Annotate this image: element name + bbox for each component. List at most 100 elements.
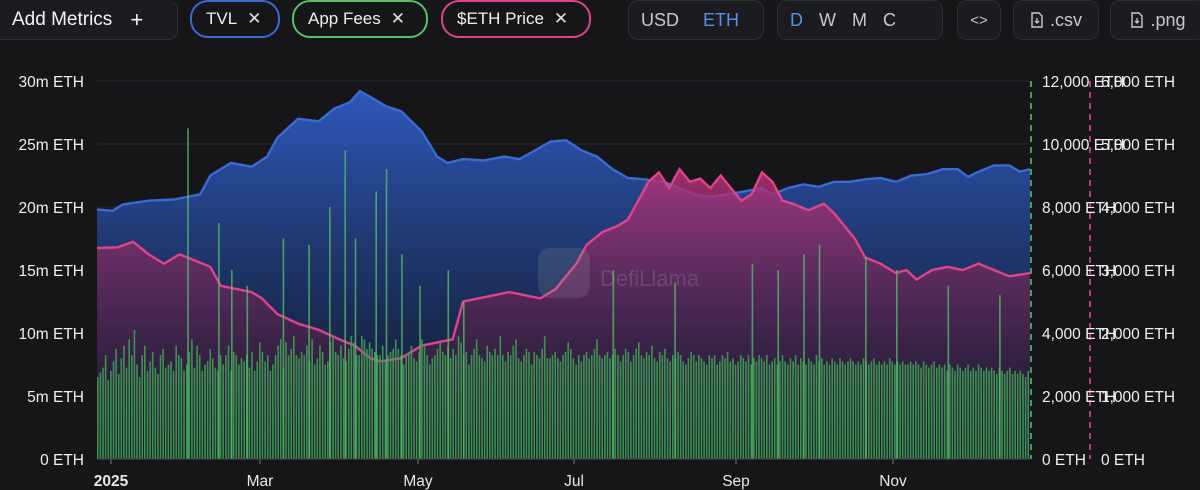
fee-bar — [133, 329, 136, 459]
add-metrics-button[interactable]: Add Metrics + — [0, 0, 178, 40]
fee-bar — [868, 364, 870, 459]
fee-bar — [977, 364, 980, 459]
currency-usd-button[interactable]: USD — [641, 9, 680, 30]
metric-pill-tvl[interactable]: TVL ✕ — [190, 0, 280, 38]
left-axis-tick: 5m ETH — [27, 389, 84, 406]
fee-bar — [643, 358, 645, 459]
fee-bar — [149, 361, 151, 459]
fee-bar — [342, 358, 345, 459]
fee-bar — [794, 355, 797, 459]
fee-bar — [803, 254, 805, 460]
fee-bar — [402, 364, 405, 459]
fee-bar — [400, 355, 402, 459]
fee-bar — [747, 355, 750, 459]
fee-bar — [588, 358, 590, 459]
fee-bar — [468, 364, 470, 459]
fee-bar — [209, 348, 212, 460]
fee-bar — [758, 355, 760, 459]
fee-bar — [784, 361, 786, 459]
fee-bar — [444, 355, 447, 459]
csv-label: .csv — [1049, 9, 1082, 30]
watermark: DefiLlama — [538, 248, 700, 298]
metric-pill-eth-price[interactable]: $ETH Price ✕ — [441, 0, 591, 38]
fee-bar — [651, 345, 653, 459]
fee-bar — [376, 355, 379, 459]
fee-bar — [959, 367, 962, 459]
close-icon[interactable]: ✕ — [247, 9, 262, 28]
fee-bar — [724, 358, 726, 459]
fee-bar — [240, 358, 243, 459]
fee-bar — [389, 351, 392, 459]
fee-bar — [344, 150, 347, 460]
watermark-text: DefiLlama — [600, 266, 700, 291]
fee-bar — [755, 361, 758, 459]
fee-bar — [392, 348, 394, 460]
fee-bar — [146, 370, 149, 459]
fee-bar — [180, 358, 183, 459]
close-icon[interactable]: ✕ — [390, 9, 406, 28]
download-csv-button[interactable]: .csv — [1013, 0, 1099, 40]
fee-bar — [1001, 370, 1003, 459]
right-axis-tick: 5,000 ETH — [1101, 137, 1175, 154]
period-month-button[interactable]: M — [852, 9, 867, 30]
currency-eth-button[interactable]: ETH — [703, 9, 740, 30]
fee-bar — [491, 355, 494, 459]
fee-bar — [988, 370, 990, 459]
fee-bar — [967, 364, 969, 459]
fee-bar — [183, 370, 185, 459]
fee-bar — [300, 351, 303, 459]
download-png-button[interactable]: .png — [1110, 0, 1200, 40]
fee-bar — [915, 361, 917, 459]
fee-bar — [768, 364, 771, 459]
fee-bar — [831, 358, 834, 459]
fee-bar — [172, 370, 175, 459]
fee-bar — [394, 339, 397, 459]
fee-bar — [792, 361, 794, 459]
fee-bar — [956, 364, 959, 459]
fee-bar — [666, 358, 669, 459]
fee-bar — [415, 361, 418, 459]
fee-bar — [813, 364, 815, 459]
fee-bar — [112, 361, 115, 459]
fee-bar — [253, 370, 256, 459]
fee-bar — [742, 358, 745, 459]
fee-bar — [624, 348, 627, 460]
fee-bar — [763, 361, 766, 459]
fee-bar — [700, 358, 703, 459]
period-cumulative-button[interactable]: C — [883, 9, 896, 30]
fee-bar — [517, 358, 520, 459]
fee-bar — [473, 348, 475, 460]
fee-bar — [125, 367, 128, 459]
fee-bar — [408, 351, 410, 459]
fee-bar — [509, 355, 512, 459]
fee-bar — [687, 358, 690, 459]
fee-bar — [381, 345, 384, 459]
fee-bar — [329, 207, 331, 459]
embed-button[interactable]: <> — [957, 0, 1001, 40]
fee-bar — [674, 282, 676, 459]
fee-bar — [353, 342, 355, 459]
fee-bar — [815, 355, 818, 459]
fee-bar — [847, 361, 849, 459]
fee-bar — [366, 348, 368, 460]
fee-bar — [818, 244, 821, 459]
fee-bar — [193, 367, 196, 459]
fee-bar — [434, 355, 436, 459]
fee-bar — [136, 364, 138, 459]
fee-bar — [554, 351, 557, 459]
fee-bar — [316, 358, 319, 459]
fee-bar — [975, 370, 977, 459]
close-icon[interactable]: ✕ — [553, 9, 569, 28]
period-week-button[interactable]: W — [819, 9, 836, 30]
fee-bar — [949, 364, 951, 459]
fee-bar — [614, 348, 617, 460]
period-day-button[interactable]: D — [790, 9, 803, 30]
fee-bar — [695, 361, 698, 459]
fee-bar — [661, 355, 664, 459]
fee-bar — [664, 348, 666, 460]
fee-bar — [669, 361, 671, 459]
metric-pill-app-fees[interactable]: App Fees ✕ — [292, 0, 428, 38]
fee-bar — [363, 339, 366, 459]
fee-bar — [886, 364, 888, 459]
x-axis-tick: Sep — [722, 473, 750, 490]
